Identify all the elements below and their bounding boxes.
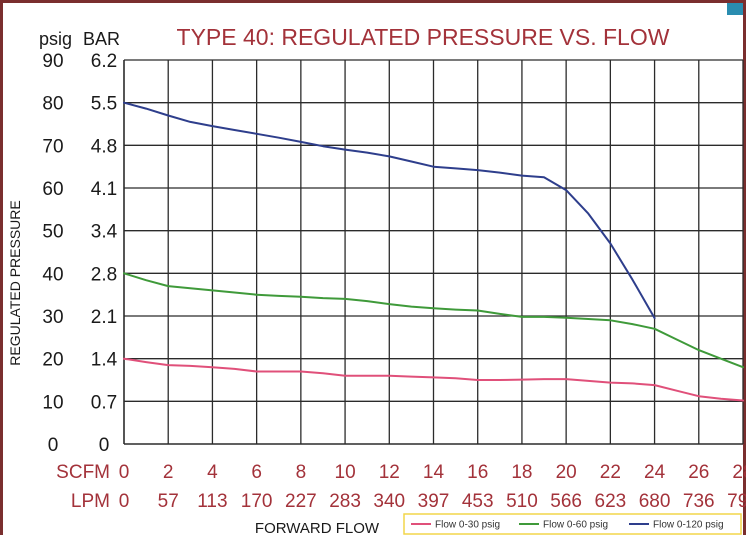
- y-tick-bar: 1.4: [91, 350, 118, 371]
- x-tick-lpm: 623: [595, 491, 627, 512]
- x-tick-scfm: 24: [644, 462, 666, 483]
- x-tick-lpm: 227: [285, 491, 317, 512]
- series-line-1: [123, 357, 744, 402]
- legend-label-1: Flow 0-30 psig: [435, 520, 500, 531]
- x-tick-lpm: 680: [639, 491, 671, 512]
- x-tick-lpm: 340: [373, 491, 405, 512]
- y-tick-psig: 60: [42, 179, 63, 200]
- x-tick-scfm: 26: [688, 462, 709, 483]
- x-tick-lpm: 170: [241, 491, 273, 512]
- corner-accent: [727, 3, 743, 15]
- x-tick-lpm: 283: [329, 491, 361, 512]
- x-tick-scfm: 18: [511, 462, 532, 483]
- y-unit-bar: BAR: [83, 29, 120, 49]
- x-tick-scfm: 6: [251, 462, 262, 483]
- x-unit-lpm: LPM: [71, 491, 110, 512]
- x-tick-scfm: 22: [600, 462, 621, 483]
- y-tick-psig: 70: [42, 136, 63, 157]
- x-tick-lpm: 397: [418, 491, 450, 512]
- x-tick-scfm: 0: [119, 462, 130, 483]
- y-tick-bar: 4.1: [91, 179, 117, 200]
- y-tick-bar: 3.4: [91, 222, 118, 243]
- y-tick-psig: 20: [42, 350, 63, 371]
- x-tick-scfm: 14: [423, 462, 445, 483]
- legend-label-3: Flow 0-120 psig: [653, 520, 724, 531]
- x-tick-lpm: 793: [727, 491, 746, 512]
- y-tick-bar: 0: [99, 435, 110, 456]
- y-tick-bar: 0.7: [91, 392, 117, 413]
- y-tick-psig: 30: [42, 307, 63, 328]
- y-tick-psig: 90: [42, 51, 63, 72]
- legend-label-2: Flow 0-60 psig: [543, 520, 608, 531]
- x-tick-lpm: 453: [462, 491, 494, 512]
- series-line-3: [123, 101, 656, 320]
- y-tick-psig: 50: [42, 222, 63, 243]
- y-tick-psig: 0: [48, 435, 59, 456]
- x-axis-title: FORWARD FLOW: [255, 520, 380, 537]
- x-tick-scfm: 28: [732, 462, 746, 483]
- y-tick-bar: 2.1: [91, 307, 117, 328]
- series-line-2: [123, 272, 744, 369]
- y-tick-psig: 80: [42, 94, 63, 115]
- y-unit-psig: psig: [39, 29, 72, 49]
- x-tick-lpm: 566: [550, 491, 582, 512]
- x-tick-scfm: 4: [207, 462, 218, 483]
- chart-svg: TYPE 40: REGULATED PRESSURE VS. FLOW psig…: [7, 24, 746, 537]
- x-tick-scfm: 8: [296, 462, 307, 483]
- x-tick-scfm: 12: [379, 462, 400, 483]
- y-axis-title: REGULATED PRESSURE: [7, 200, 23, 365]
- x-tick-lpm: 113: [197, 491, 227, 512]
- x-tick-scfm: 2: [163, 462, 174, 483]
- x-tick-scfm: 16: [467, 462, 488, 483]
- x-tick-lpm: 736: [683, 491, 715, 512]
- y-tick-bar: 5.5: [91, 94, 117, 115]
- x-tick-lpm: 57: [158, 491, 179, 512]
- y-tick-bar: 2.8: [91, 264, 117, 285]
- x-tick-scfm: 10: [335, 462, 356, 483]
- x-unit-scfm: SCFM: [56, 462, 110, 483]
- chart-title: TYPE 40: REGULATED PRESSURE VS. FLOW: [177, 24, 670, 50]
- x-tick-scfm: 20: [556, 462, 577, 483]
- x-tick-lpm: 0: [119, 491, 130, 512]
- y-tick-psig: 40: [42, 264, 63, 285]
- y-tick-bar: 4.8: [91, 136, 117, 157]
- y-tick-bar: 6.2: [91, 51, 117, 72]
- legend-box: [403, 513, 742, 535]
- y-tick-psig: 10: [42, 392, 63, 413]
- x-tick-lpm: 510: [506, 491, 538, 512]
